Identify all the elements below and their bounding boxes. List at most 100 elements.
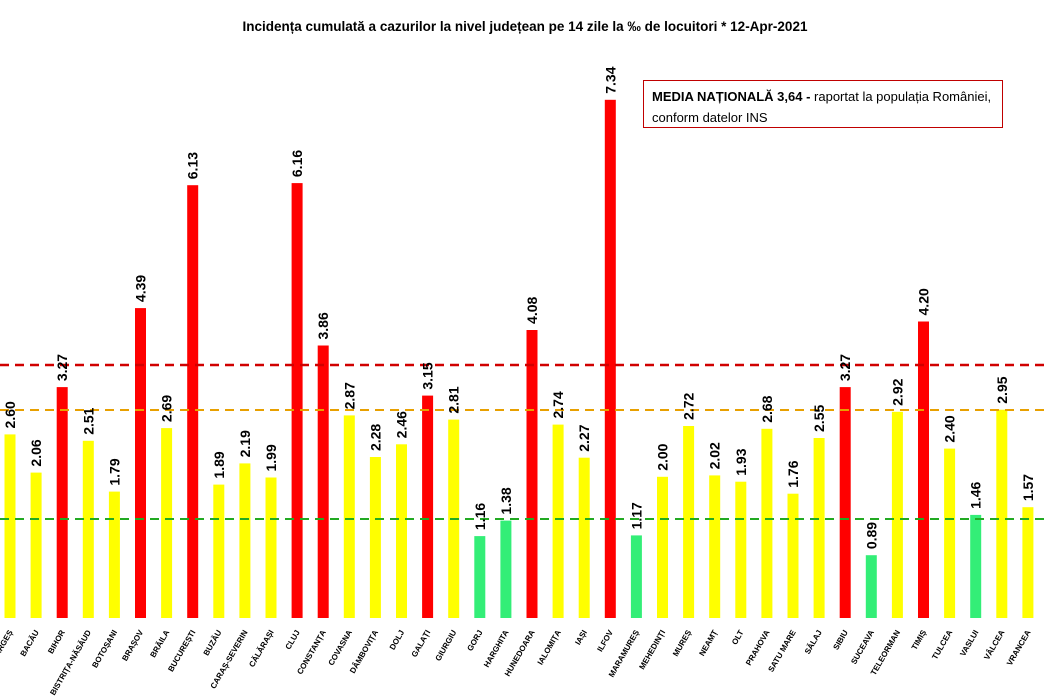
data-label: 2.51: [80, 407, 96, 434]
bar: [630, 535, 642, 618]
data-label: 2.60: [2, 401, 18, 428]
data-label: 2.46: [394, 411, 410, 438]
bar: [552, 424, 564, 618]
category-label: BRĂILA: [148, 628, 171, 659]
category-label: ARGEȘ: [0, 628, 15, 658]
data-label: 1.46: [968, 481, 984, 508]
data-label: 2.95: [994, 376, 1010, 403]
bar: [918, 321, 929, 618]
bar: [526, 330, 538, 618]
data-label: 2.72: [681, 393, 697, 420]
category-label: BIHOR: [46, 628, 67, 655]
bar: [604, 99, 616, 619]
data-label: 2.68: [759, 395, 775, 422]
category-label: CLUJ: [284, 629, 302, 652]
category-label: BOTOȘANI: [90, 629, 119, 670]
data-label: 4.08: [524, 296, 540, 323]
data-label: 3.27: [54, 354, 70, 381]
category-label: DOLJ: [388, 629, 406, 652]
bar: [343, 415, 355, 618]
bar: [213, 484, 225, 618]
data-label: 1.89: [211, 451, 227, 478]
category-label: VRANCEA: [1005, 628, 1033, 667]
bar: [787, 493, 799, 618]
national-average-annotation: MEDIA NAȚIONALĂ 3,64 - raportat la popul…: [643, 80, 1003, 128]
bar: [135, 308, 146, 618]
category-label: BUCUREȘTI: [166, 629, 197, 674]
category-label: SIBIU: [831, 628, 850, 651]
bar: [422, 395, 434, 618]
data-label: 1.93: [733, 448, 749, 475]
annotation-bold-text: MEDIA NAȚIONALĂ 3,64 -: [652, 89, 811, 104]
data-label: 4.20: [916, 288, 932, 315]
data-label: 7.34: [602, 66, 618, 93]
category-label: PRAHOVA: [744, 628, 772, 667]
bar: [996, 409, 1008, 618]
data-label: 2.27: [576, 424, 592, 451]
data-label: 1.76: [785, 460, 801, 487]
data-label: 2.81: [446, 386, 462, 413]
category-label: SUCEAVA: [849, 628, 876, 666]
category-label: DÂMBOVIȚA: [348, 628, 380, 675]
category-label: BUZĂU: [202, 628, 224, 657]
category-label: CĂLĂRAȘI: [247, 629, 275, 669]
bar: [30, 472, 42, 618]
bar: [4, 434, 16, 618]
bar: [709, 475, 721, 618]
bar: [683, 426, 695, 618]
bar: [839, 387, 851, 618]
data-label: 1.99: [263, 444, 279, 471]
category-label: TIMIȘ: [910, 628, 929, 652]
bar: [761, 428, 773, 618]
bar: [56, 387, 68, 618]
category-label: BRAȘOV: [120, 628, 145, 663]
data-label: 2.19: [237, 430, 253, 457]
category-label: TULCEA: [930, 628, 954, 661]
annotation-text-line1: raportat la populația României,: [810, 89, 992, 104]
category-label: GIURGIU: [434, 628, 459, 662]
category-label: BACĂU: [19, 628, 41, 658]
bar: [187, 185, 199, 618]
bar: [239, 463, 251, 618]
data-label: 1.16: [472, 503, 488, 530]
data-label: 2.06: [28, 439, 44, 466]
bar: [369, 457, 381, 618]
category-label: SĂLAJ: [803, 629, 824, 656]
bar: [265, 477, 277, 618]
category-label: OLT: [730, 628, 746, 646]
bar: [813, 438, 825, 618]
bar: [108, 491, 120, 618]
bar: [578, 457, 590, 618]
data-label: 0.89: [863, 522, 879, 549]
data-label: 1.38: [498, 487, 514, 514]
data-label: 3.27: [837, 354, 853, 381]
bar: [865, 555, 877, 618]
bar: [161, 428, 173, 618]
data-label: 2.74: [550, 391, 566, 418]
data-label: 1.17: [628, 502, 644, 529]
category-label: IALOMIȚA: [536, 628, 563, 666]
category-label: MUREȘ: [671, 628, 694, 658]
bar: [944, 448, 956, 618]
data-label: 2.40: [942, 415, 958, 442]
data-label: 2.69: [159, 395, 175, 422]
bar: [396, 444, 407, 618]
bar: [317, 345, 329, 618]
bar: [657, 476, 668, 618]
data-label: 2.00: [655, 443, 671, 470]
category-label: VÂLCEA: [982, 628, 1006, 661]
category-label: IAȘI: [573, 629, 589, 647]
data-label: 3.86: [315, 312, 331, 339]
bar: [1022, 507, 1034, 618]
data-label: 4.39: [133, 275, 149, 302]
data-label: 6.13: [185, 152, 201, 179]
data-label: 1.79: [106, 458, 122, 485]
bar: [735, 481, 747, 618]
bar: [970, 514, 982, 618]
value-labels: 2.60 2.06 3.27 2.51 1.79 4.39 2.69 6.13 1.89 2.19…: [2, 66, 1036, 549]
bar: [891, 411, 903, 618]
bar: [500, 520, 512, 618]
category-label: GALAȚI: [410, 629, 433, 659]
